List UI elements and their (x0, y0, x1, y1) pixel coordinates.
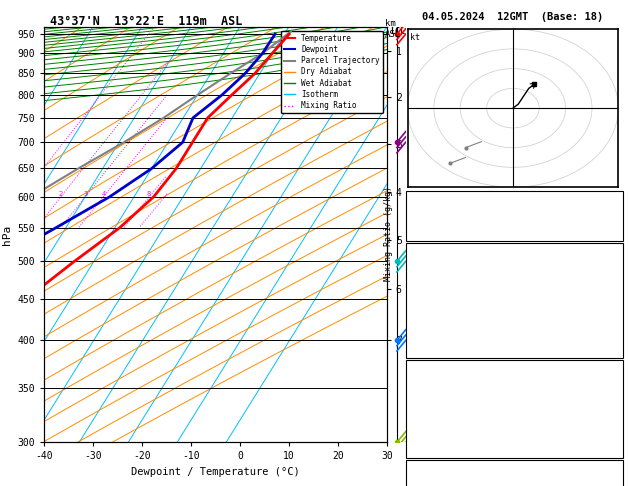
Text: 8: 8 (147, 191, 151, 197)
Legend: Temperature, Dewpoint, Parcel Trajectory, Dry Adiabat, Wet Adiabat, Isotherm, Mi: Temperature, Dewpoint, Parcel Trajectory… (281, 31, 383, 113)
Text: 3: 3 (613, 313, 619, 322)
Text: Mixing Ratio (g/kg): Mixing Ratio (g/kg) (384, 186, 393, 281)
X-axis label: Dewpoint / Temperature (°C): Dewpoint / Temperature (°C) (131, 467, 300, 477)
Text: 1.91: 1.91 (598, 228, 619, 238)
Text: Hodograph: Hodograph (490, 466, 538, 475)
Text: 43°37'N  13°22'E  119m  ASL: 43°37'N 13°22'E 119m ASL (50, 15, 243, 28)
Text: LCL: LCL (390, 27, 405, 36)
Text: PW (cm): PW (cm) (409, 228, 447, 238)
Text: 4: 4 (101, 191, 106, 197)
Text: CAPE (J): CAPE (J) (409, 329, 452, 338)
Text: Totals Totals: Totals Totals (409, 212, 479, 222)
Text: CAPE (J): CAPE (J) (409, 430, 452, 439)
Text: 0: 0 (613, 430, 619, 439)
Text: 28: 28 (608, 196, 619, 206)
Text: CIN (J): CIN (J) (409, 345, 447, 354)
Text: 12: 12 (608, 482, 619, 486)
Text: 0: 0 (613, 329, 619, 338)
Text: Lifted Index: Lifted Index (409, 414, 474, 423)
Text: 53: 53 (608, 212, 619, 222)
Text: kt: kt (410, 33, 420, 42)
Text: θᵉ (K): θᵉ (K) (409, 398, 442, 407)
Text: 303: 303 (603, 297, 619, 306)
Text: 8.1: 8.1 (603, 281, 619, 290)
Text: Temp (°C): Temp (°C) (409, 265, 458, 274)
Text: km
ASL: km ASL (385, 19, 401, 39)
Text: 2: 2 (58, 191, 63, 197)
Text: 04.05.2024  12GMT  (Base: 18): 04.05.2024 12GMT (Base: 18) (422, 12, 603, 22)
Text: 700: 700 (603, 382, 619, 391)
Text: θᵉ(K): θᵉ(K) (409, 297, 437, 306)
Text: 11: 11 (608, 265, 619, 274)
Text: Most Unstable: Most Unstable (479, 365, 549, 375)
Text: EH: EH (409, 482, 420, 486)
Text: Pressure (mb): Pressure (mb) (409, 382, 479, 391)
Text: 0: 0 (613, 345, 619, 354)
Text: Dewp (°C): Dewp (°C) (409, 281, 458, 290)
Text: © weatheronline.co.uk: © weatheronline.co.uk (466, 470, 563, 480)
Text: 304: 304 (603, 398, 619, 407)
Text: Surface: Surface (496, 249, 533, 258)
Y-axis label: hPa: hPa (2, 225, 12, 244)
Text: K: K (409, 196, 415, 206)
Text: CIN (J): CIN (J) (409, 446, 447, 455)
Text: 1: 1 (613, 414, 619, 423)
Text: 0: 0 (613, 446, 619, 455)
Text: 3: 3 (83, 191, 87, 197)
Text: Lifted Index: Lifted Index (409, 313, 474, 322)
